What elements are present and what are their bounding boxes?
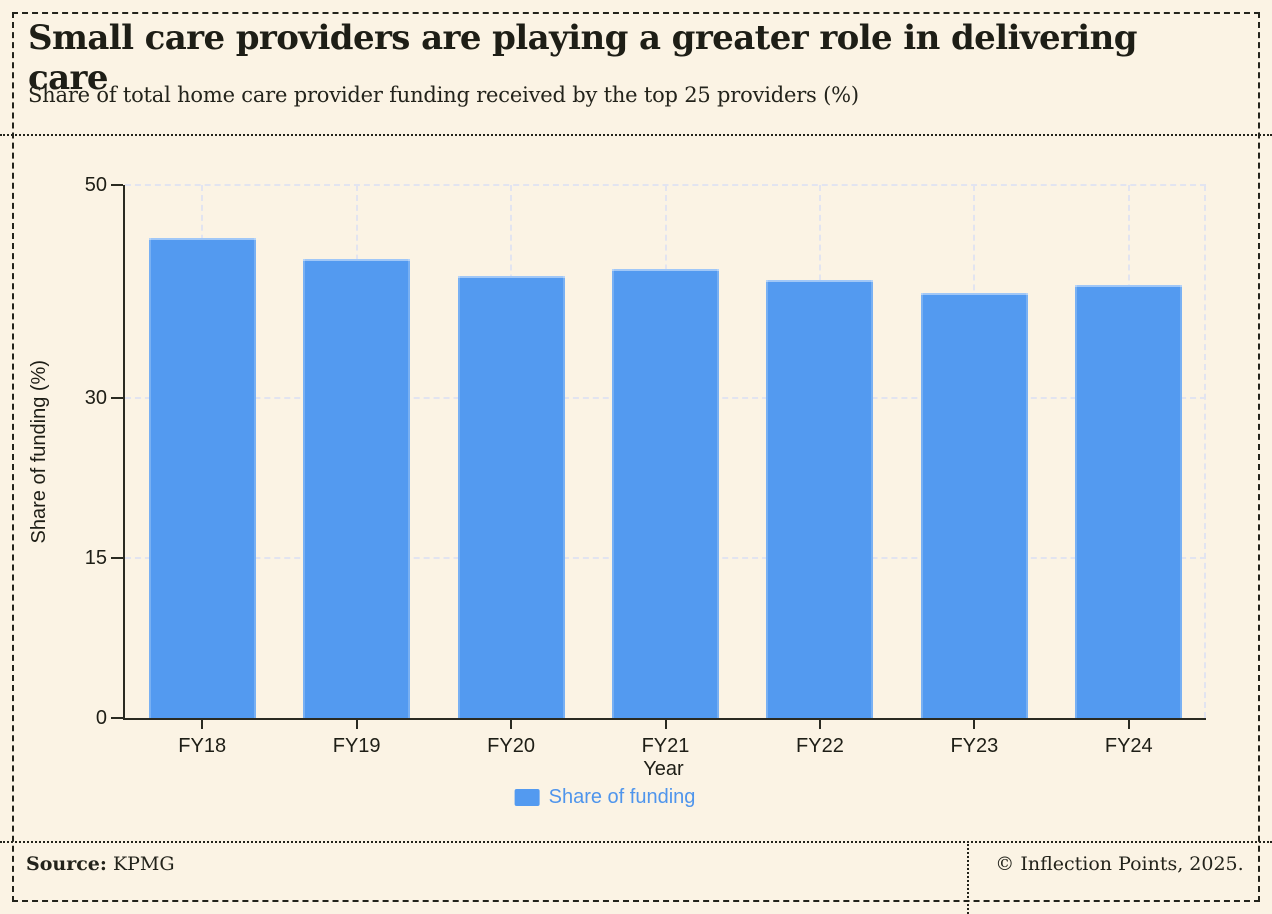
y-tick-label: 30 (84, 387, 107, 410)
footer-vertical-divider (967, 841, 969, 914)
x-tick-mark (1127, 720, 1130, 729)
y-tick-label: 0 (95, 707, 107, 729)
gridline-vertical (1204, 185, 1206, 718)
footer-divider (0, 841, 1272, 843)
x-tick-mark (510, 720, 513, 729)
bar-fy24 (1075, 285, 1183, 718)
legend-swatch (514, 789, 540, 806)
x-tick-mark (818, 720, 821, 729)
x-tick-label: FY22 (796, 735, 844, 757)
y-tick-mark (111, 397, 123, 400)
y-tick-label: 50 (84, 174, 107, 196)
legend: Share of funding (514, 786, 696, 809)
bar-fy19 (303, 258, 411, 718)
x-tick-label: FY19 (332, 735, 381, 757)
y-axis-title: Share of funding (%) (27, 359, 50, 544)
y-tick-mark (111, 184, 123, 186)
bar-fy21 (612, 269, 719, 718)
figure-card (12, 12, 1260, 902)
x-tick-mark (355, 720, 358, 729)
x-tick-label: FY21 (641, 735, 690, 757)
bar-fy18 (148, 238, 256, 718)
legend-label: Share of funding (548, 786, 696, 808)
bar-fy22 (766, 279, 874, 718)
chart-title: Small care providers are playing a great… (28, 18, 1138, 98)
y-tick-label: 15 (84, 547, 107, 570)
x-tick-label: FY23 (950, 735, 999, 757)
credit-note: © Inflection Points, 2025. (995, 853, 1244, 875)
x-axis-title: Year (643, 758, 684, 780)
source-label: Source: (26, 853, 107, 875)
bar-fy23 (920, 292, 1028, 718)
source-note: Source: KPMG (26, 853, 175, 875)
x-tick-mark (201, 720, 204, 729)
x-tick-mark (664, 720, 667, 729)
x-tick-label: FY24 (1104, 735, 1153, 757)
y-tick-mark (111, 717, 123, 719)
chart-subtitle: Share of total home care provider fundin… (28, 83, 859, 107)
bar-fy20 (457, 275, 565, 718)
x-tick-mark (973, 720, 976, 729)
y-tick-mark (111, 557, 123, 560)
x-tick-label: FY20 (487, 735, 535, 757)
x-tick-label: FY18 (178, 735, 227, 757)
source-value: KPMG (112, 853, 175, 875)
plot-area: 0 15 30 50 FY18 FY19 FY20 FY21 FY22 FY23 FY24 (85, 174, 1206, 757)
header-divider (0, 134, 1272, 136)
